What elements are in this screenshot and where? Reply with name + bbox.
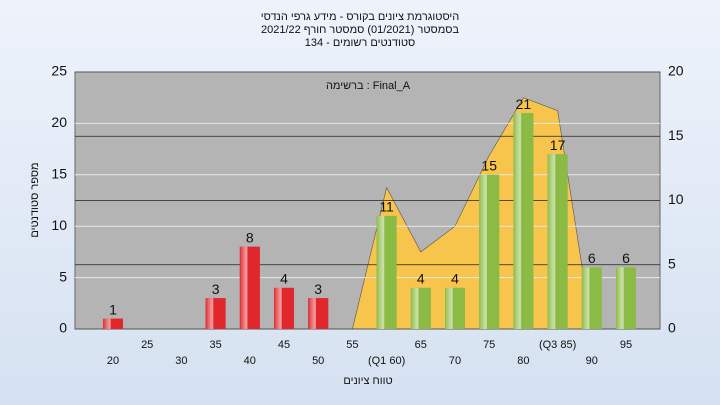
data-label: 3 [212,281,220,297]
title-line: סטודנטים רשומים - 134 [305,37,416,49]
title-line: בסמסטר (01/2021) סמסטר חורף 2021/22 [261,24,459,36]
data-label: 3 [314,281,322,297]
x-tick-label: 55 [346,339,358,351]
annotation: ברשימה : Final_A [326,80,411,92]
x-tick-label: 65 [415,339,427,351]
data-label: 15 [481,158,497,174]
data-label: 11 [379,199,394,215]
data-label: 8 [246,229,254,245]
y2-tick-label: 15 [668,127,684,143]
data-label: 4 [417,271,425,287]
bar-shine [103,318,123,329]
x-tick-label: 40 [244,355,256,367]
y2-tick-label: 5 [668,255,676,271]
x-tick-label: 95 [620,339,632,351]
bar-shine [616,267,636,329]
bar-shine [239,246,260,329]
x-tick-label: 90 [586,355,598,367]
y-tick-label: 15 [51,166,67,182]
x-tick-label: (Q1 60) [368,355,405,367]
y-tick-label: 25 [51,63,67,79]
x-tick-label: 50 [312,355,324,367]
y-tick-label: 20 [51,114,67,130]
data-label: 6 [588,250,596,266]
bar-shine [479,174,500,329]
bar-shine [445,287,465,329]
data-label: 4 [451,271,459,287]
data-label: 21 [516,96,532,112]
bar-shine [513,113,534,330]
data-label: 4 [280,271,288,287]
title-line: היסטוגרמת ציונים בקורס - מידע גרפי הנדסי [261,11,460,23]
data-label: 17 [550,137,566,153]
y2-tick-label: 10 [668,191,684,207]
x-tick-label: 35 [209,339,221,351]
bar-shine [205,298,226,329]
data-label: 1 [109,301,117,317]
x-tick-label: 30 [175,355,187,367]
bar-shine [410,287,431,329]
x-tick-label: 70 [449,355,461,367]
bar-shine [581,267,602,329]
y-tick-label: 0 [59,320,67,336]
bar-shine [547,154,568,329]
x-axis-label: טווח ציונים [343,375,392,387]
x-tick-label: 45 [278,339,290,351]
x-tick-label: 25 [141,339,153,351]
bar-shine [274,287,294,329]
x-tick-label: 20 [107,355,119,367]
data-label: 6 [622,250,630,266]
bar-shine [376,215,397,329]
x-tick-label: (Q3 85) [539,339,576,351]
bar-shine [308,298,329,329]
y-tick-label: 5 [59,268,67,284]
y2-tick-label: 0 [668,320,676,336]
x-tick-label: 80 [517,355,529,367]
x-tick-label: 75 [483,339,495,351]
y2-tick-label: 20 [668,63,684,79]
y-tick-label: 10 [51,217,67,233]
y-axis-label: מספר סטודנטים [29,162,41,237]
